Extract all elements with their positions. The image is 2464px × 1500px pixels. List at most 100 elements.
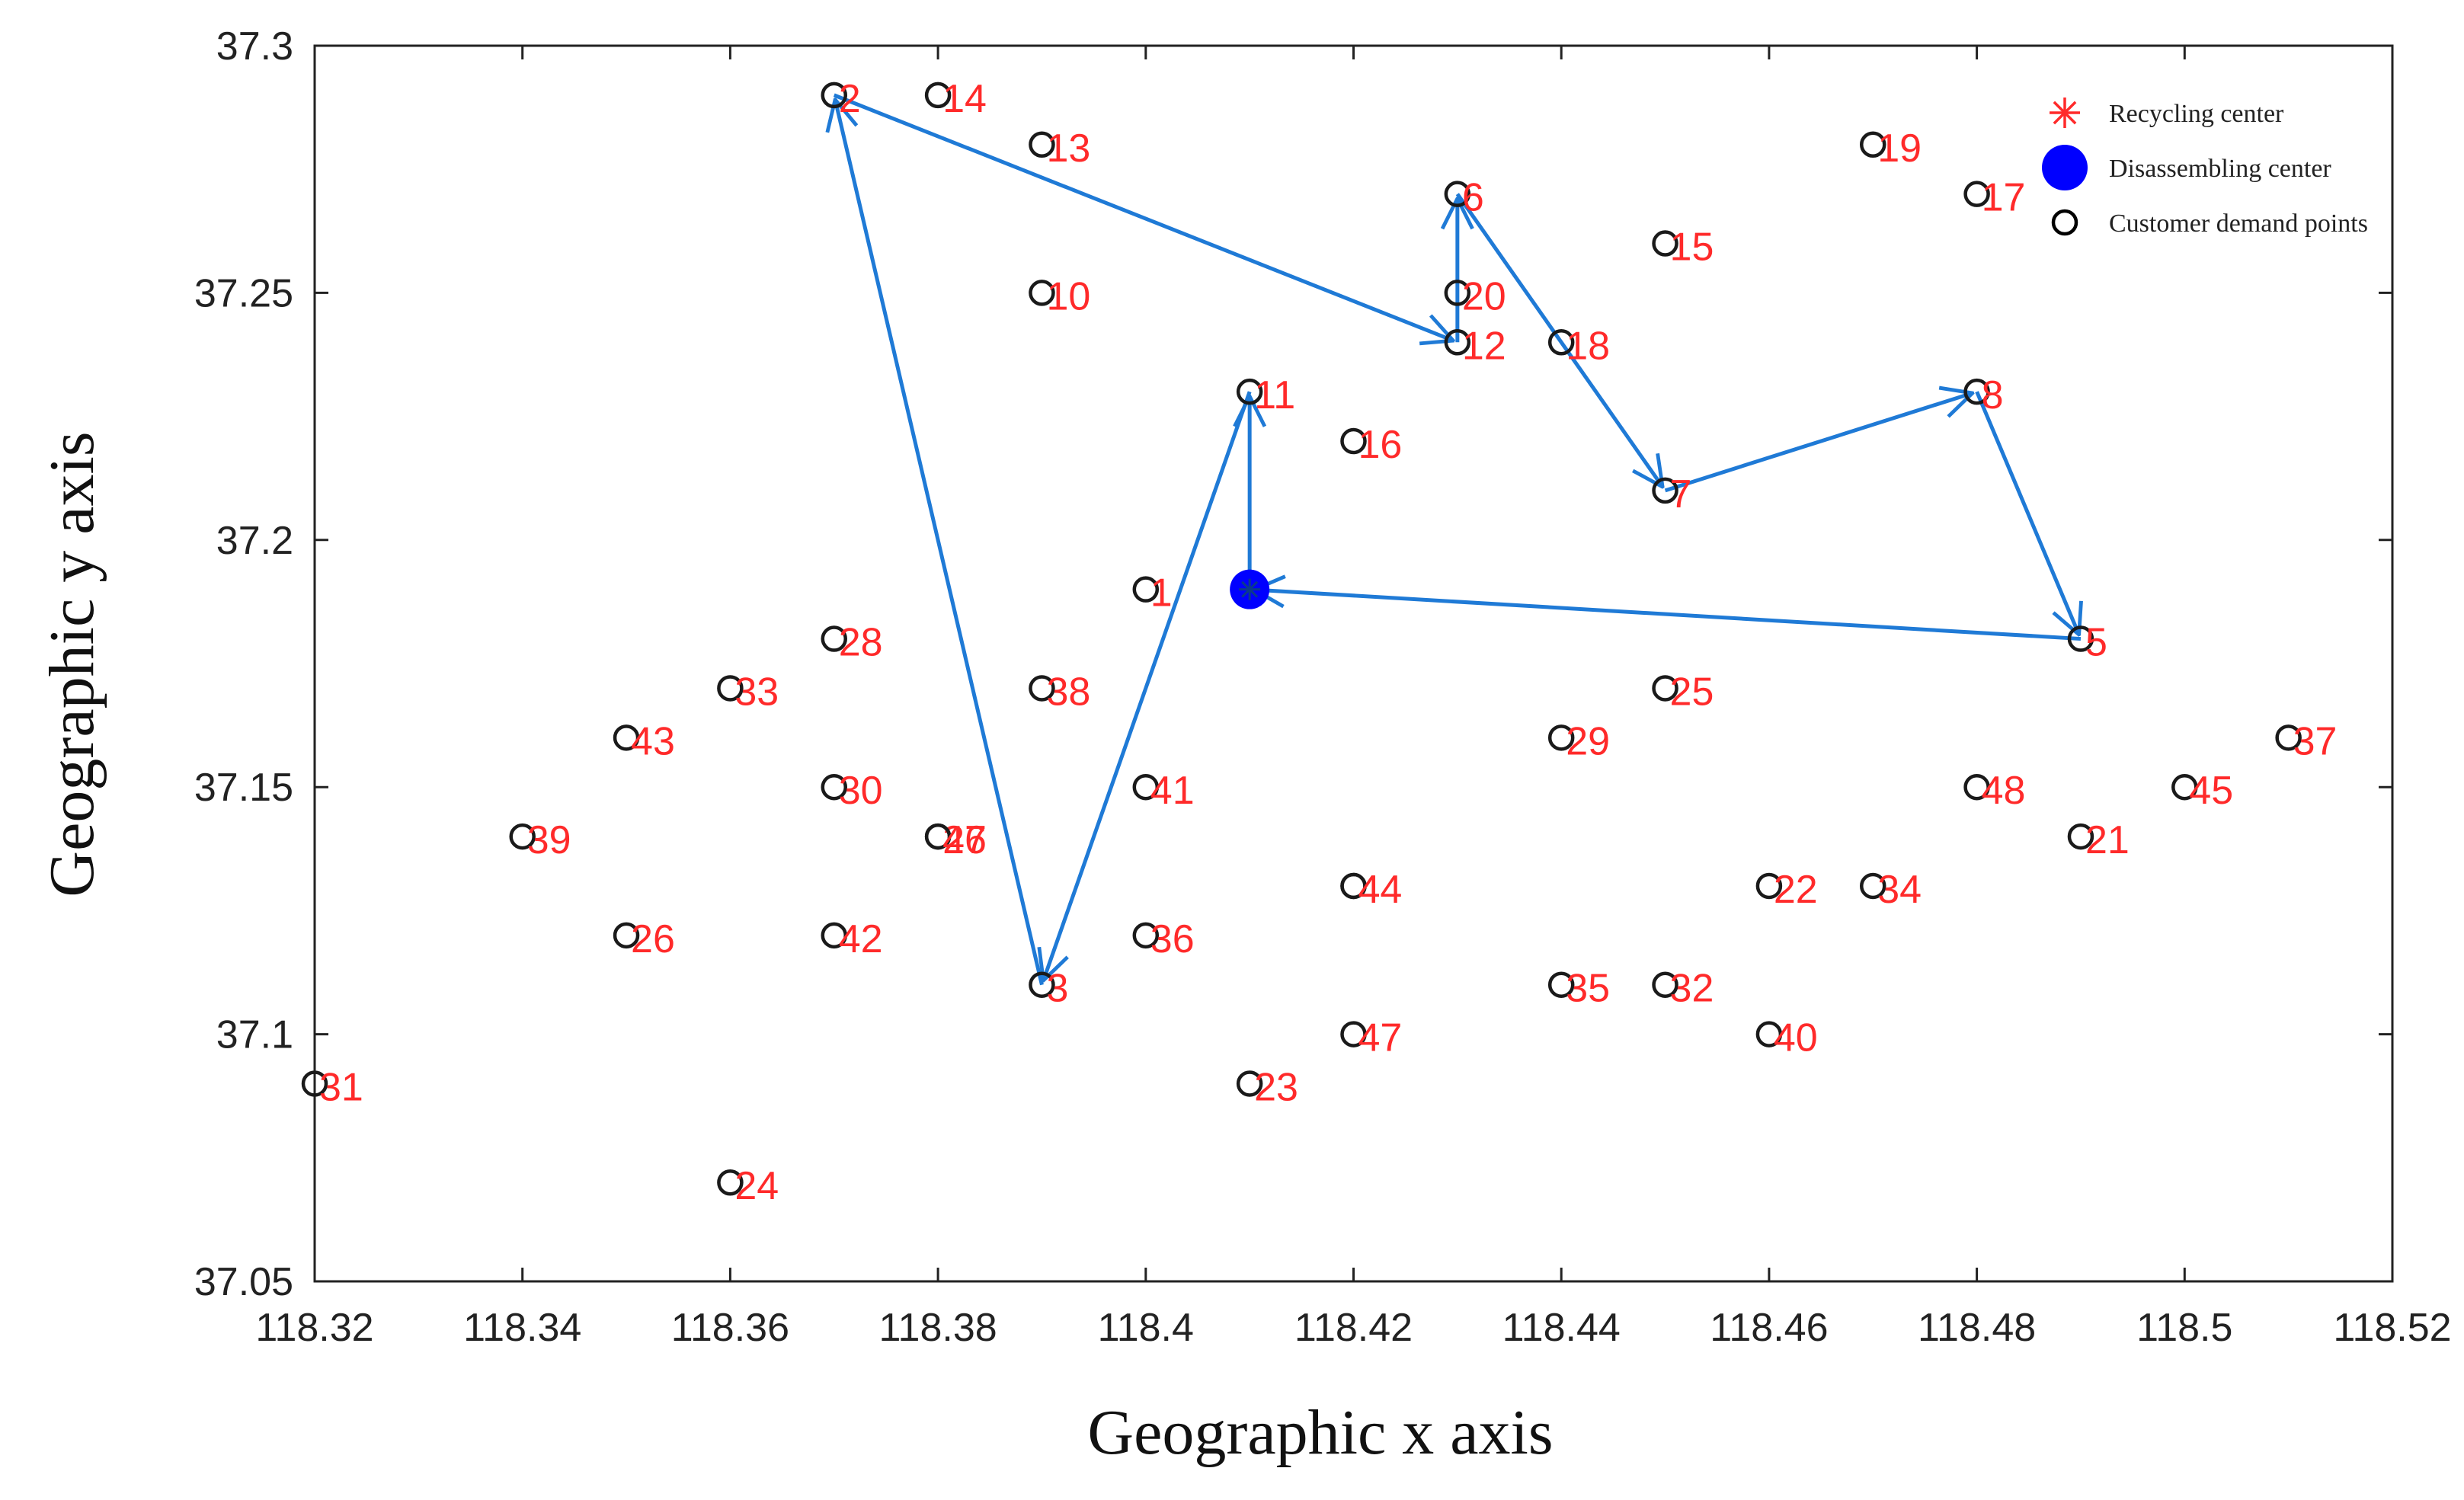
customer-demand-point [821, 625, 847, 652]
customer-demand-point [1755, 1021, 1783, 1047]
y-tick-label: 37.25 [194, 271, 293, 315]
customer-demand-point [1132, 773, 1160, 801]
x-tick-label: 118.5 [2136, 1306, 2232, 1350]
point-label: 29 [1566, 719, 1610, 763]
point-label: 3 [1046, 967, 1068, 1011]
point-label: 42 [839, 917, 883, 961]
point-label: 14 [942, 77, 987, 121]
y-tick-label: 37.15 [194, 766, 293, 810]
customer-demand-point [717, 675, 744, 702]
point-label: 8 [1982, 373, 2004, 417]
point-label: 28 [839, 621, 883, 665]
customer-demand-point [1029, 280, 1055, 306]
point-label: 5 [2085, 621, 2107, 665]
customer-demand-point [924, 823, 952, 850]
customer-demand-point [1652, 230, 1678, 257]
point-label: 17 [1982, 176, 2026, 220]
customer-demand-point [613, 724, 640, 751]
x-tick-label: 118.36 [671, 1306, 789, 1350]
customer-demand-point [1860, 872, 1886, 900]
customer-demand-point [1860, 131, 1886, 158]
point-label: 1 [1150, 571, 1173, 616]
point-label: 10 [1046, 274, 1090, 318]
point-label: 47 [1358, 1016, 1403, 1060]
x-tick-label: 118.4 [1098, 1306, 1194, 1350]
customer-demand-point [1236, 1070, 1263, 1097]
customer-demand-point [1652, 971, 1678, 998]
point-label: 31 [319, 1065, 363, 1109]
point-label: 21 [2085, 818, 2130, 862]
x-tick-label: 118.42 [1294, 1306, 1413, 1350]
point-label: 20 [1462, 274, 1506, 318]
point-label: 30 [839, 769, 883, 813]
customer-demand-point [1963, 181, 1990, 207]
point-label: 34 [1877, 868, 1922, 912]
customer-demand-point [301, 1070, 328, 1097]
point-label: 11 [1254, 373, 1295, 417]
point-label: 40 [1774, 1016, 1818, 1060]
point-label: 22 [1774, 868, 1818, 912]
x-axis-title: Geographic x axis [1087, 1397, 1553, 1468]
point-label: 41 [1150, 769, 1195, 813]
legend-asterisk-icon [2053, 101, 2077, 125]
x-tick-label: 118.32 [255, 1306, 373, 1350]
customer-demand-point [2275, 724, 2302, 751]
customer-demand-point [2067, 625, 2094, 652]
x-tick-label: 118.52 [2333, 1306, 2451, 1350]
customer-demand-point [1444, 280, 1471, 306]
point-label: 35 [1566, 967, 1610, 1011]
x-tick-label: 118.48 [1918, 1306, 2036, 1350]
point-label: 15 [1670, 225, 1714, 270]
point-label: 16 [1358, 423, 1403, 467]
point-label: 18 [1566, 324, 1610, 368]
point-label: 13 [1046, 126, 1090, 171]
point-label: 46 [942, 818, 987, 862]
point-label: 45 [2189, 769, 2233, 813]
customer-demand-point [1444, 181, 1471, 207]
customer-demand-point [2171, 773, 2198, 801]
point-label: 32 [1670, 967, 1714, 1011]
point-label: 48 [1982, 769, 2026, 813]
legend-label: Disassembling center [2109, 155, 2331, 183]
customer-demand-point [1029, 131, 1055, 158]
customer-demand-point [1963, 378, 1990, 405]
point-label: 25 [1670, 670, 1714, 714]
customer-demand-point [1547, 971, 1575, 998]
x-tick-label: 118.46 [1710, 1306, 1828, 1350]
y-tick-label: 37.05 [194, 1260, 293, 1304]
customer-demand-point [821, 82, 847, 109]
legend-open-circle-icon [2051, 209, 2078, 236]
x-tick-label: 118.38 [879, 1306, 997, 1350]
customer-demand-point [1236, 378, 1263, 405]
customer-demand-point [717, 1169, 744, 1196]
legend-label: Customer demand points [2109, 209, 2368, 238]
customer-demand-point [821, 773, 847, 801]
customer-demand-point [2067, 823, 2094, 850]
customer-demand-point [613, 922, 640, 949]
route-segment [1455, 193, 1662, 487]
customer-demand-point [924, 82, 952, 109]
point-label: 38 [1046, 670, 1090, 714]
customer-demand-point [1652, 675, 1678, 702]
legend-label: Recycling center [2109, 100, 2284, 128]
customer-demand-point [1029, 675, 1055, 702]
y-tick-label: 37.3 [216, 24, 293, 69]
customer-demand-point [1340, 427, 1367, 455]
point-label: 33 [734, 670, 779, 714]
customer-demand-point [1132, 576, 1160, 603]
point-label: 44 [1358, 868, 1403, 912]
customer-demand-point [1132, 922, 1160, 949]
customer-demand-point [509, 823, 536, 850]
plot-area-frame [313, 44, 2394, 1283]
point-label: 19 [1877, 126, 1922, 171]
route-segment [835, 100, 1044, 986]
route-segment [1664, 393, 1973, 493]
legend-filled-circle-icon [2042, 145, 2088, 190]
route-segment [1975, 391, 2079, 635]
x-tick-label: 118.44 [1502, 1306, 1621, 1350]
route-segment [1043, 391, 1252, 980]
point-label: 6 [1462, 176, 1484, 220]
point-label: 7 [1670, 472, 1692, 517]
